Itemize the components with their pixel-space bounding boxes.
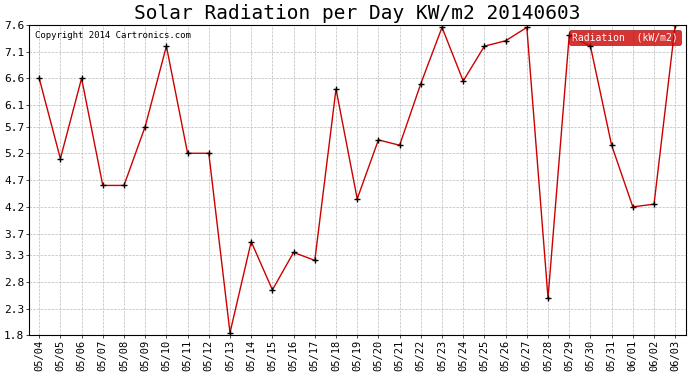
Legend: Radiation  (kW/m2): Radiation (kW/m2): [569, 30, 681, 45]
Text: Copyright 2014 Cartronics.com: Copyright 2014 Cartronics.com: [35, 31, 191, 40]
Title: Solar Radiation per Day KW/m2 20140603: Solar Radiation per Day KW/m2 20140603: [134, 4, 580, 23]
